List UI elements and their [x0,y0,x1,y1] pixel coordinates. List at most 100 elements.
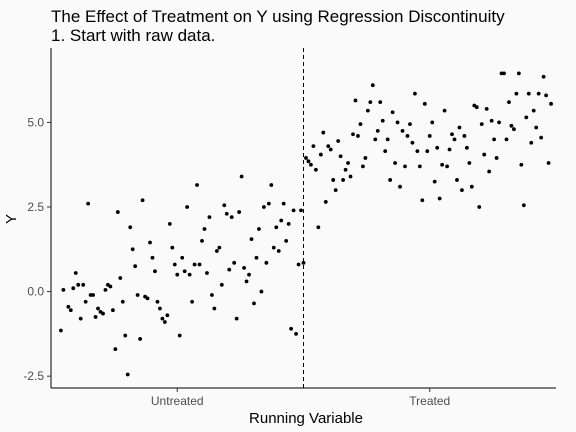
data-point-untreated [279,218,284,223]
data-point-treated [373,137,378,142]
data-point-untreated [162,320,167,324]
data-point-treated [524,115,529,120]
data-point-untreated [257,227,261,231]
data-point-treated [378,100,383,105]
data-point-untreated [289,326,294,331]
data-point-untreated [165,313,170,318]
data-points [59,71,553,377]
data-point-treated [370,83,375,88]
data-point-treated [417,164,422,169]
data-point-treated [375,128,380,133]
data-point-treated [497,120,501,125]
data-point-untreated [276,249,281,253]
data-point-untreated [148,240,152,245]
data-point-treated [474,105,479,110]
data-point-untreated [296,262,301,267]
data-point-untreated [187,272,192,277]
data-point-untreated [299,208,303,213]
data-point-untreated [264,260,269,265]
data-point-untreated [249,237,254,242]
data-point-treated [358,122,363,127]
data-point-treated [509,123,514,128]
data-point-untreated [207,215,212,220]
data-point-untreated [66,304,71,309]
x-tick-label: Untreated [151,394,204,408]
plot-panel [51,48,556,388]
data-point-treated [380,118,385,123]
data-point-untreated [71,286,76,291]
data-point-treated [445,164,449,169]
data-point-treated [516,71,521,76]
data-point-untreated [234,316,239,321]
data-point-treated [502,71,506,76]
data-point-untreated [83,299,88,304]
data-point-treated [388,178,393,182]
data-point-treated [333,188,338,192]
data-point-untreated [103,287,108,292]
data-point-untreated [93,315,98,319]
data-point-treated [318,152,323,157]
data-point-untreated [197,262,202,267]
data-point-treated [405,134,410,138]
data-point-untreated [96,306,100,311]
data-point-untreated [140,198,145,203]
data-point-untreated [91,293,95,297]
data-point-treated [549,101,553,106]
chart-title-line-1: The Effect of Treatment on Y using Regre… [51,7,505,26]
y-axis-ticks: -2.5 0.0 2.5 5.0 [23,115,51,383]
data-point-untreated [160,316,165,321]
data-point-untreated [180,255,185,260]
data-point-treated [328,147,333,152]
data-point-untreated [247,272,251,277]
data-point-untreated [128,225,133,230]
data-point-untreated [135,293,140,297]
data-point-untreated [224,211,229,216]
data-point-untreated [205,271,209,275]
data-point-treated [546,161,551,165]
data-point-treated [507,100,511,105]
data-point-treated [385,137,390,142]
data-point-untreated [286,222,291,226]
data-point-untreated [274,225,279,230]
x-axis-ticks: Untreated Treated [151,388,450,408]
data-point-untreated [76,282,81,287]
data-point-treated [403,164,407,169]
data-point-untreated [294,331,298,336]
data-point-treated [348,174,353,179]
data-point-treated [415,149,420,154]
data-point-untreated [281,201,286,206]
data-point-untreated [133,264,138,269]
data-point-treated [450,132,454,137]
data-point-untreated [130,247,135,252]
data-point-treated [541,74,546,79]
data-point-treated [457,125,462,130]
data-point-treated [336,139,341,143]
y-tick-label: 2.5 [27,200,44,214]
data-point-treated [323,200,328,204]
data-point-treated [531,108,536,113]
data-point-treated [514,91,519,96]
data-point-treated [313,167,318,172]
data-point-untreated [101,311,105,316]
data-point-treated [479,122,484,127]
data-point-treated [306,159,311,164]
data-point-untreated [195,183,199,187]
data-point-treated [460,188,464,192]
data-point-untreated [81,282,86,287]
data-point-treated [353,98,358,103]
data-point-untreated [232,260,237,265]
data-point-untreated [219,282,224,287]
data-point-treated [437,196,442,201]
data-point-untreated [244,279,249,284]
data-point-treated [427,134,432,138]
data-point-untreated [202,227,207,231]
data-point-treated [492,137,497,142]
data-point-treated [425,149,430,154]
data-point-untreated [78,316,83,321]
data-point-treated [368,100,373,105]
data-point-untreated [237,210,242,214]
data-point-treated [536,91,541,96]
data-point-treated [435,145,440,150]
data-point-untreated [239,174,244,179]
